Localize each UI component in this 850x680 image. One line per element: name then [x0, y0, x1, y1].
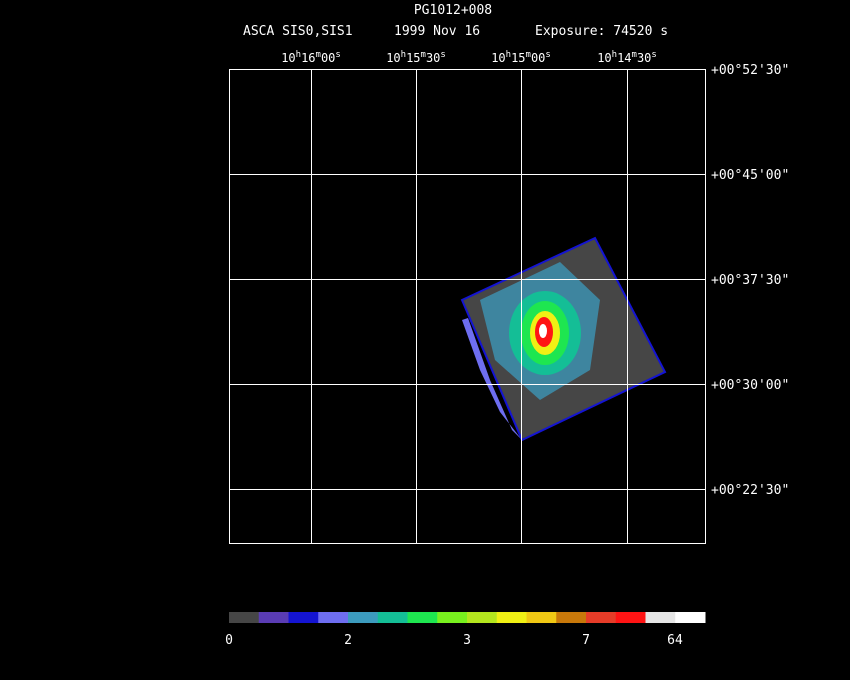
dec-label: +00°37'30"	[711, 273, 789, 288]
ra-label-part: h	[506, 50, 511, 60]
colorbar-swatch	[675, 612, 706, 623]
colorbar-swatch	[407, 612, 438, 623]
colorbar-swatch	[586, 612, 617, 623]
colorbar-label: 3	[463, 633, 471, 648]
exposure: Exposure: 74520 s	[535, 24, 668, 39]
colorbar-swatch	[467, 612, 498, 623]
ra-label-part: 16	[301, 51, 315, 65]
ra-label-part: 10	[491, 51, 505, 65]
instrument: ASCA SIS0,SIS1	[243, 24, 353, 39]
ra-label-part: s	[651, 50, 656, 60]
ra-label-part: 10	[597, 51, 611, 65]
colorbar-swatch	[437, 612, 468, 623]
ra-label: 10h15m30s	[386, 50, 446, 65]
colorbar-label: 64	[667, 633, 683, 648]
colorbar-swatch	[377, 612, 408, 623]
ra-label-part: 00	[531, 51, 545, 65]
ra-label-part: 15	[511, 51, 525, 65]
colorbar-swatch	[258, 612, 289, 623]
ra-label-part: 00	[321, 51, 335, 65]
ra-label-part: 30	[637, 51, 651, 65]
dec-label: +00°52'30"	[711, 63, 789, 78]
dec-label: +00°22'30"	[711, 483, 789, 498]
sky-image	[460, 236, 667, 442]
dec-label: +00°30'00"	[711, 378, 789, 393]
colorbar-swatch	[556, 612, 587, 623]
date: 1999 Nov 16	[394, 24, 480, 39]
ra-label-part: 30	[426, 51, 440, 65]
ra-label: 10h15m00s	[491, 50, 551, 65]
ra-label-part: 10	[281, 51, 295, 65]
colorbar-swatch	[288, 612, 319, 623]
ra-label-part: 14	[617, 51, 631, 65]
colorbar-swatch	[645, 612, 676, 623]
ra-label-part: m	[526, 50, 531, 60]
ra-label-part: 10	[386, 51, 400, 65]
peak	[539, 324, 547, 338]
ra-label-part: h	[296, 50, 301, 60]
ra-label-part: 15	[406, 51, 420, 65]
ra-label-part: m	[632, 50, 637, 60]
ra-label-part: m	[316, 50, 321, 60]
ra-label-part: s	[335, 50, 340, 60]
plot-frame	[229, 69, 706, 544]
colorbar-swatch	[615, 612, 646, 623]
colorbar-label: 2	[344, 633, 352, 648]
colorbar-swatch	[526, 612, 557, 623]
ra-label-part: h	[612, 50, 617, 60]
colorbar-label: 0	[225, 633, 233, 648]
ra-label-part: h	[401, 50, 406, 60]
colorbar-swatch	[229, 612, 260, 623]
title: PG1012+008	[414, 3, 492, 18]
ra-label-part: m	[421, 50, 426, 60]
ra-label: 10h14m30s	[597, 50, 657, 65]
colorbar-label: 7	[582, 633, 590, 648]
ra-label: 10h16m00s	[281, 50, 341, 65]
edge-strip	[462, 318, 522, 440]
ra-label-part: s	[545, 50, 550, 60]
colorbar-swatch	[318, 612, 349, 623]
colorbar-swatch	[348, 612, 379, 623]
ra-label-part: s	[440, 50, 445, 60]
field-edge	[460, 236, 667, 442]
dec-label: +00°45'00"	[711, 168, 789, 183]
colorbar-swatch	[496, 612, 527, 623]
